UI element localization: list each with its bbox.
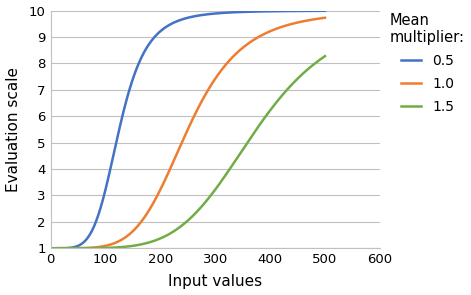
0.5 (322, 9, 328, 13)
Line: 0.5: 0.5 (50, 11, 325, 248)
Y-axis label: Evaluation scale: Evaluation scale (6, 67, 21, 192)
0.5 (317, 9, 323, 13)
Line: 1.0: 1.0 (50, 18, 325, 248)
1.5 (153, 238, 159, 242)
1.0 (317, 17, 323, 20)
1.5 (95, 246, 101, 250)
1.0 (48, 247, 53, 250)
1.0 (153, 197, 159, 200)
1.0 (322, 16, 328, 19)
1.5 (79, 246, 85, 250)
1.5 (287, 85, 293, 88)
1.5 (317, 58, 323, 62)
Line: 1.5: 1.5 (50, 56, 325, 248)
0.5 (153, 34, 159, 37)
Legend: 0.5, 1.0, 1.5: 0.5, 1.0, 1.5 (390, 13, 465, 114)
1.5 (165, 233, 171, 237)
0.5 (95, 214, 101, 217)
1.0 (287, 23, 293, 26)
1.0 (79, 246, 85, 250)
0.5 (287, 9, 293, 13)
1.0 (165, 172, 171, 176)
1.0 (95, 245, 101, 249)
0.5 (165, 24, 171, 28)
0.5 (48, 247, 53, 250)
1.5 (322, 54, 328, 58)
X-axis label: Input values: Input values (168, 274, 262, 289)
0.5 (79, 242, 85, 245)
1.5 (48, 247, 53, 250)
